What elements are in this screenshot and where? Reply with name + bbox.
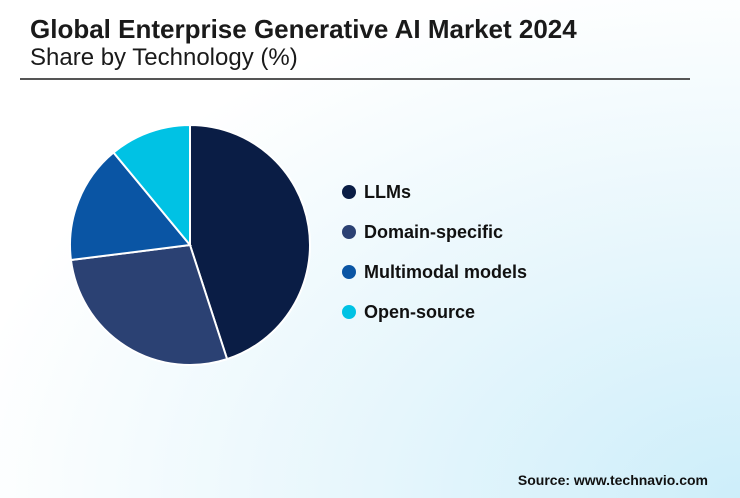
source-note: Source: www.technavio.com — [517, 472, 708, 488]
pie-slice-open-source — [112, 123, 191, 248]
pie-slice-llms — [189, 123, 311, 361]
legend: LLMs Domain-specific Multimodal models Open… — [342, 172, 527, 332]
legend-item: Open-source — [342, 292, 527, 332]
chart-subtitle: Share by Technology (%) — [30, 44, 298, 71]
legend-label: Multimodal models — [364, 261, 528, 282]
legend-item: Domain-specific — [342, 212, 527, 252]
legend-label: LLMs — [364, 181, 411, 202]
legend-label: Open-source — [364, 301, 476, 322]
title-divider — [20, 78, 690, 80]
chart-title: Global Enterprise Generative AI Market 2… — [30, 14, 577, 44]
legend-swatch — [342, 305, 356, 319]
legend-swatch — [342, 225, 356, 239]
legend-label: Domain-specific — [364, 221, 504, 242]
legend-item: LLMs — [342, 172, 527, 212]
legend-swatch — [342, 265, 356, 279]
legend-item: Multimodal models — [342, 252, 527, 292]
pie-slice-domain-specific — [69, 243, 229, 366]
pie-slice-multimodal-models — [69, 151, 192, 262]
legend-swatch — [342, 185, 356, 199]
